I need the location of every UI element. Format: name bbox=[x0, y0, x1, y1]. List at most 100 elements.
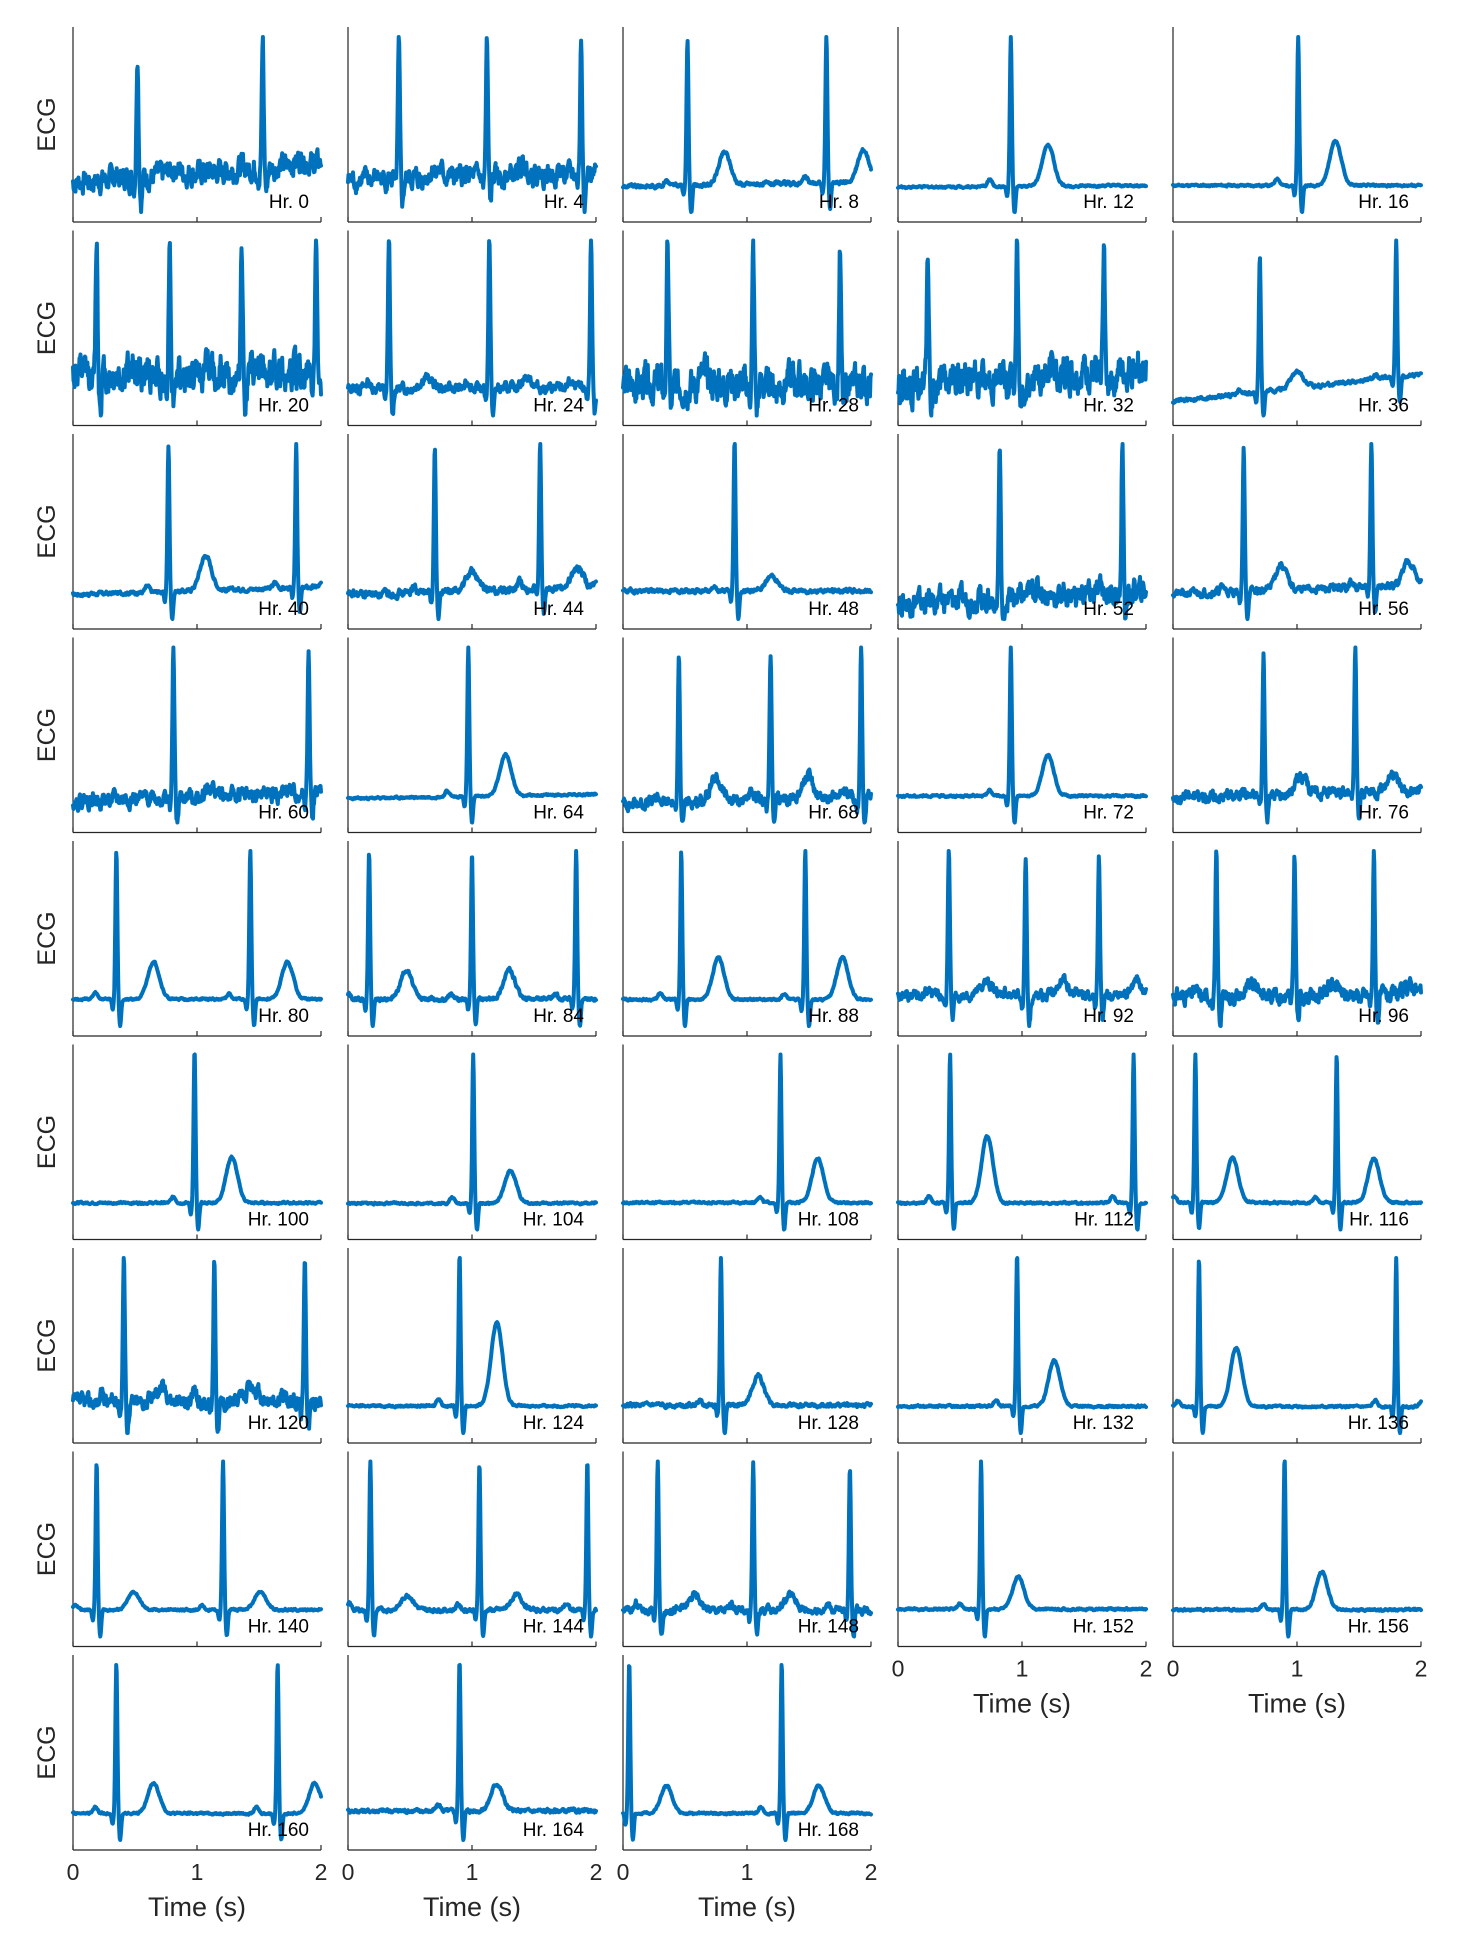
ecg-panel: Hr. 64 bbox=[346, 637, 598, 834]
ecg-trace bbox=[1171, 1256, 1423, 1435]
panel-label: Hr. 124 bbox=[523, 1413, 585, 1434]
ecg-trace bbox=[621, 1663, 873, 1842]
ecg-trace bbox=[896, 238, 1148, 418]
panel-label: Hr. 12 bbox=[1083, 192, 1134, 213]
panel-label: Hr. 44 bbox=[533, 599, 584, 620]
ecg-panel: Hr. 160 ECG 0 1 2 Time (s) bbox=[33, 1655, 327, 1922]
panel-label: Hr. 156 bbox=[1348, 1617, 1409, 1638]
x-tick-label: 2 bbox=[590, 1859, 603, 1885]
panel-label: Hr. 32 bbox=[1083, 396, 1134, 417]
y-axis-label: ECG bbox=[33, 1725, 61, 1779]
panel-label: Hr. 168 bbox=[798, 1820, 859, 1841]
ecg-panel: Hr. 96 bbox=[1171, 841, 1423, 1037]
ecg-trace bbox=[71, 238, 323, 418]
panel-label: Hr. 96 bbox=[1358, 1006, 1409, 1027]
panel-label: Hr. 8 bbox=[819, 192, 859, 213]
ecg-trace bbox=[71, 1052, 323, 1232]
panel-label: Hr. 84 bbox=[533, 1006, 584, 1027]
ecg-trace bbox=[346, 1256, 598, 1435]
panel-label: Hr. 92 bbox=[1083, 1006, 1134, 1027]
panel-label: Hr. 144 bbox=[523, 1617, 585, 1638]
ecg-trace bbox=[621, 1256, 873, 1435]
panel-label: Hr. 20 bbox=[258, 396, 309, 417]
ecg-trace bbox=[346, 1052, 598, 1232]
ecg-panel: Hr. 28 bbox=[621, 230, 873, 427]
ecg-trace bbox=[1171, 238, 1423, 418]
ecg-panel: Hr. 104 bbox=[346, 1044, 598, 1241]
x-axis-label: Time (s) bbox=[148, 1892, 246, 1922]
ecg-trace bbox=[621, 849, 873, 1028]
panel-label: Hr. 28 bbox=[808, 396, 859, 417]
panel-label: Hr. 56 bbox=[1358, 599, 1409, 620]
x-axis-label: Time (s) bbox=[423, 1892, 521, 1922]
ecg-panel: Hr. 140 ECG bbox=[33, 1451, 323, 1648]
panel-label: Hr. 132 bbox=[1073, 1413, 1134, 1434]
panel-label: Hr. 88 bbox=[808, 1006, 859, 1027]
ecg-panel: Hr. 164 0 1 2 Time (s) bbox=[342, 1655, 603, 1922]
ecg-panel: Hr. 32 bbox=[896, 230, 1148, 427]
x-tick-label: 0 bbox=[892, 1656, 905, 1682]
ecg-trace bbox=[1171, 645, 1423, 825]
ecg-trace bbox=[896, 645, 1148, 825]
y-axis-label: ECG bbox=[33, 1522, 61, 1576]
panel-label: Hr. 128 bbox=[798, 1413, 859, 1434]
ecg-trace bbox=[346, 849, 598, 1028]
panel-label: Hr. 60 bbox=[258, 803, 309, 824]
ecg-trace bbox=[1171, 1459, 1423, 1639]
ecg-trace bbox=[896, 1256, 1148, 1435]
panel-label: Hr. 164 bbox=[523, 1820, 585, 1841]
ecg-panel: Hr. 120 ECG bbox=[33, 1248, 323, 1444]
y-axis-label: ECG bbox=[33, 1115, 61, 1169]
panel-label: Hr. 64 bbox=[533, 803, 584, 824]
panel-label: Hr. 36 bbox=[1358, 396, 1409, 417]
panel-label: Hr. 140 bbox=[248, 1617, 309, 1638]
ecg-trace bbox=[71, 849, 323, 1028]
ecg-panel: Hr. 52 bbox=[896, 434, 1148, 630]
ecg-trace bbox=[896, 35, 1148, 214]
ecg-panel: Hr. 76 bbox=[1171, 637, 1423, 834]
x-tick-label: 1 bbox=[741, 1859, 754, 1885]
panel-label: Hr. 76 bbox=[1358, 803, 1409, 824]
panel-label: Hr. 40 bbox=[258, 599, 309, 620]
ecg-trace bbox=[346, 645, 598, 825]
ecg-panel: Hr. 156 0 1 2 Time (s) bbox=[1167, 1451, 1428, 1719]
panel-label: Hr. 4 bbox=[544, 192, 585, 213]
ecg-panel: Hr. 48 bbox=[621, 434, 873, 630]
ecg-panel: Hr. 40 ECG bbox=[33, 434, 323, 630]
panel-label: Hr. 108 bbox=[798, 1210, 859, 1231]
ecg-panel: Hr. 80 ECG bbox=[33, 841, 323, 1037]
x-tick-label: 0 bbox=[1167, 1656, 1180, 1682]
ecg-trace bbox=[346, 1459, 598, 1639]
ecg-trace bbox=[621, 1052, 873, 1232]
x-tick-label: 2 bbox=[1415, 1656, 1428, 1682]
x-tick-label: 2 bbox=[315, 1859, 328, 1885]
ecg-panel: Hr. 72 bbox=[896, 637, 1148, 834]
ecg-trace bbox=[71, 1256, 323, 1435]
panel-label: Hr. 72 bbox=[1083, 803, 1134, 824]
x-tick-label: 1 bbox=[466, 1859, 479, 1885]
ecg-trace bbox=[346, 442, 598, 621]
panel-label: Hr. 16 bbox=[1358, 192, 1409, 213]
x-tick-label: 1 bbox=[1291, 1656, 1304, 1682]
ecg-panel: Hr. 8 bbox=[621, 27, 873, 223]
x-tick-label: 0 bbox=[617, 1859, 630, 1885]
ecg-trace bbox=[621, 1459, 873, 1639]
ecg-panel: Hr. 16 bbox=[1171, 27, 1423, 223]
ecg-trace bbox=[896, 1052, 1148, 1232]
ecg-trace bbox=[1171, 442, 1423, 621]
ecg-trace bbox=[346, 35, 598, 214]
panel-label: Hr. 104 bbox=[523, 1210, 585, 1231]
panel-label: Hr. 112 bbox=[1074, 1210, 1134, 1231]
ecg-panel: Hr. 20 ECG bbox=[33, 230, 323, 427]
ecg-panel: Hr. 56 bbox=[1171, 434, 1423, 630]
ecg-trace bbox=[1171, 849, 1423, 1028]
ecg-trace bbox=[621, 645, 873, 825]
ecg-trace bbox=[1171, 35, 1423, 214]
y-axis-label: ECG bbox=[33, 504, 61, 558]
ecg-panel: Hr. 136 bbox=[1171, 1248, 1423, 1444]
panel-label: Hr. 136 bbox=[1348, 1413, 1409, 1434]
x-tick-label: 0 bbox=[342, 1859, 355, 1885]
ecg-trace bbox=[71, 1663, 323, 1842]
ecg-panel: Hr. 92 bbox=[896, 841, 1148, 1037]
